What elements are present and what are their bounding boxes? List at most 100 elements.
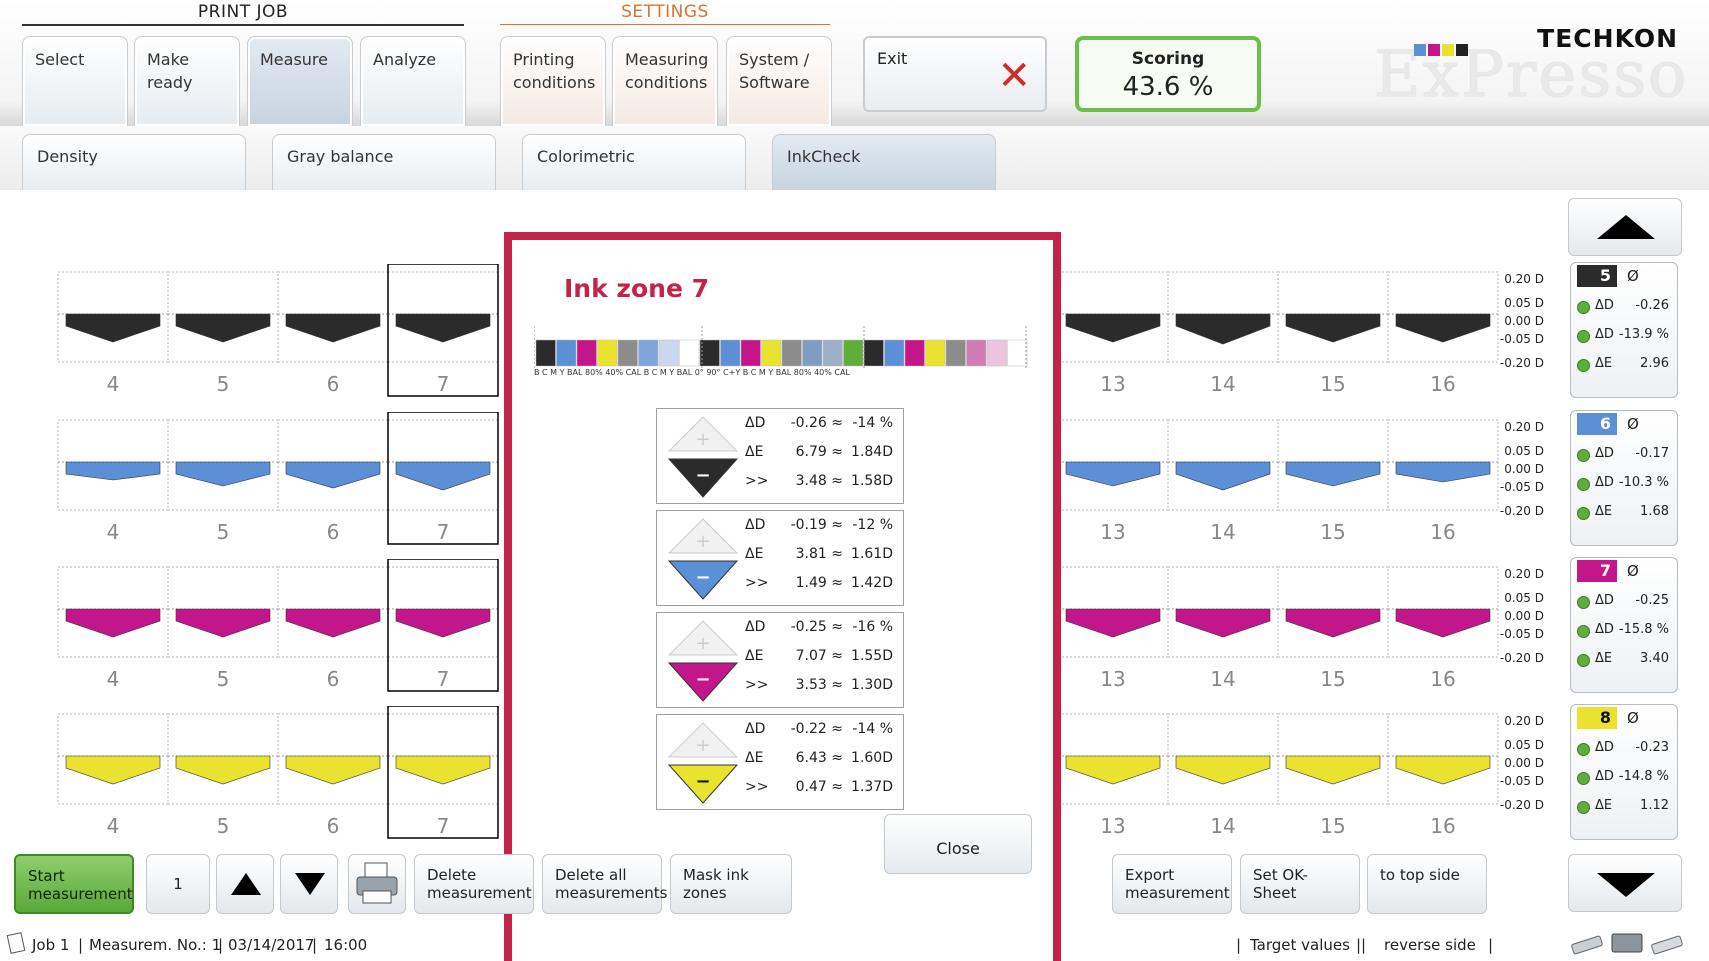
ink-zone-cell[interactable]: [1167, 566, 1279, 658]
ink-zone-cell[interactable]: [1057, 419, 1169, 511]
ink-zone-cell[interactable]: [387, 713, 499, 805]
ink-zone-cell[interactable]: [1057, 713, 1169, 805]
print-button[interactable]: [348, 854, 406, 914]
tab-measuring-conditions[interactable]: Measuring conditions: [612, 36, 718, 126]
measurement-counter[interactable]: 1: [146, 854, 210, 914]
detail-value: -0.19 ≈: [790, 517, 843, 533]
detail-value: 7.07 ≈: [795, 648, 843, 664]
ink-summary-line: ΔD -10.3 %: [1577, 474, 1675, 494]
ink-zone-cell[interactable]: [1057, 566, 1169, 658]
zone-number: 6: [326, 520, 340, 544]
ink-zone-cell[interactable]: [167, 566, 279, 658]
deviation-arrow: [1065, 461, 1161, 487]
ink-zone-cell[interactable]: [1277, 419, 1389, 511]
close-button[interactable]: Close: [884, 814, 1032, 874]
ink-zone-cell[interactable]: [1167, 419, 1279, 511]
delete-measurement-button[interactable]: Delete measurement: [414, 854, 534, 914]
selected-zone-frame: [387, 559, 499, 692]
tab-analyze[interactable]: Analyze: [360, 36, 466, 126]
subtab-inkcheck[interactable]: InkCheck: [772, 134, 996, 190]
metric-label: ΔD: [1595, 622, 1614, 637]
status-dot-icon: [1577, 449, 1590, 462]
detail-row: ΔD -0.22 ≈ -14 %: [745, 719, 897, 741]
detail-value: 3.48 ≈: [795, 473, 843, 489]
ink-zone-cell[interactable]: [387, 566, 499, 658]
next-button[interactable]: [280, 854, 338, 914]
detail-label: ΔE: [745, 648, 764, 664]
ink-zone-cell[interactable]: [387, 271, 499, 363]
ink-zone-cell[interactable]: [1167, 271, 1279, 363]
color-control-strip: B C M Y BAL 80% 40% CAL B C M Y BAL 0° 9…: [533, 326, 1034, 386]
ink-zone-cell[interactable]: [1277, 713, 1389, 805]
zone-number: 4: [106, 814, 120, 838]
detail-target: 1.60D: [851, 750, 893, 766]
ink-summary-card[interactable]: 6 Ø ΔD -0.17 ΔD -10.3 % ΔE 1.68: [1570, 410, 1678, 546]
subtab-gray-balance[interactable]: Gray balance: [272, 134, 496, 190]
export-measurement-button[interactable]: Export measurement: [1112, 854, 1232, 914]
scroll-down-button[interactable]: [1568, 854, 1682, 912]
logo-swatch-yellow: [1442, 44, 1454, 56]
ink-zone-cell[interactable]: [387, 419, 499, 511]
ink-zone-cell[interactable]: [57, 713, 169, 805]
ink-zone-cell[interactable]: [1277, 271, 1389, 363]
ink-zone-cell[interactable]: [167, 271, 279, 363]
previous-button[interactable]: [216, 854, 274, 914]
ink-detail-box[interactable]: + − ΔD -0.19 ≈ -12 % ΔE 3.81 ≈1.61D >> 1.49 ≈1.4…: [656, 510, 904, 606]
tab-make-ready[interactable]: Make ready: [134, 36, 240, 126]
scale-label: 0.20 D: [1504, 272, 1544, 286]
tab-measure[interactable]: Measure: [247, 36, 353, 126]
status-dot-icon: [1577, 478, 1590, 491]
ink-zone-cell[interactable]: [1387, 566, 1499, 658]
detail-target: -16 %: [852, 619, 893, 635]
deviation-arrow: [175, 313, 271, 343]
scroll-up-button[interactable]: [1568, 198, 1682, 256]
ink-zone-cell[interactable]: [1057, 271, 1169, 363]
ink-zone-cell[interactable]: [1167, 713, 1279, 805]
ink-summary-card[interactable]: 7 Ø ΔD -0.25 ΔD -15.8 % ΔE 3.40: [1570, 557, 1678, 693]
plus-minus-indicator-icon: +−: [667, 722, 739, 804]
ink-zone-cell[interactable]: [1277, 566, 1389, 658]
tab-measure-label: Measure: [260, 50, 328, 69]
tab-select[interactable]: Select: [22, 36, 128, 126]
strip-patch: [617, 339, 638, 367]
subtab-colorimetric[interactable]: Colorimetric: [522, 134, 746, 190]
status-dot-icon: [1577, 301, 1590, 314]
detail-value: 6.43 ≈: [795, 750, 843, 766]
ink-zone-cell[interactable]: [277, 713, 389, 805]
delete-all-measurements-button[interactable]: Delete all measurements: [542, 854, 667, 914]
mask-ink-zones-button[interactable]: Mask ink zones: [670, 854, 792, 914]
to-top-side-button[interactable]: to top side: [1367, 854, 1487, 914]
start-measurement-button[interactable]: Start measurement: [14, 854, 134, 914]
ink-summary-card[interactable]: 5 Ø ΔD -0.26 ΔD -13.9 % ΔE 2.96: [1570, 262, 1678, 398]
reverse-side-toggle[interactable]: reverse side: [1384, 936, 1476, 954]
ink-detail-box[interactable]: + − ΔD -0.25 ≈ -16 % ΔE 7.07 ≈1.55D >> 3.53 ≈1.3…: [656, 612, 904, 708]
ink-zone-cell[interactable]: [167, 713, 279, 805]
ink-summary-line: ΔD -0.26: [1577, 297, 1675, 317]
ink-zone-cell[interactable]: [1387, 271, 1499, 363]
ink-zone-cell[interactable]: [167, 419, 279, 511]
deviation-arrow: [1395, 461, 1491, 483]
target-values-toggle[interactable]: Target values: [1250, 936, 1350, 954]
set-ok-sheet-button[interactable]: Set OK-Sheet: [1240, 854, 1360, 914]
exit-button[interactable]: Exit ✕: [863, 36, 1047, 112]
tab-measuring-conditions-line1: Measuring: [625, 50, 709, 69]
ink-detail-box[interactable]: + − ΔD -0.26 ≈ -14 % ΔE 6.79 ≈1.84D >> 3.48 ≈1.5…: [656, 408, 904, 504]
deviation-arrow: [285, 313, 381, 343]
status-separator: |: [218, 936, 224, 954]
scale-label: -0.20 D: [1499, 356, 1544, 370]
tab-printing-conditions[interactable]: Printing conditions: [500, 36, 606, 126]
ink-summary-line: ΔE 1.68: [1577, 503, 1675, 523]
ink-zone-cell[interactable]: [277, 566, 389, 658]
ink-zone-cell[interactable]: [1387, 419, 1499, 511]
ink-zone-cell[interactable]: [57, 419, 169, 511]
tab-system-software[interactable]: System / Software: [726, 36, 832, 126]
ink-zone-cell[interactable]: [1387, 713, 1499, 805]
ink-summary-card[interactable]: 8 Ø ΔD -0.23 ΔD -14.8 % ΔE 1.12: [1570, 704, 1678, 840]
ink-detail-box[interactable]: + − ΔD -0.22 ≈ -14 % ΔE 6.43 ≈1.60D >> 0.47 ≈1.3…: [656, 714, 904, 810]
ink-zone-cell[interactable]: [57, 271, 169, 363]
ink-zone-cell[interactable]: [277, 419, 389, 511]
metric-value: -0.25: [1635, 593, 1669, 608]
ink-zone-cell[interactable]: [277, 271, 389, 363]
subtab-density[interactable]: Density: [22, 134, 246, 190]
ink-zone-cell[interactable]: [57, 566, 169, 658]
